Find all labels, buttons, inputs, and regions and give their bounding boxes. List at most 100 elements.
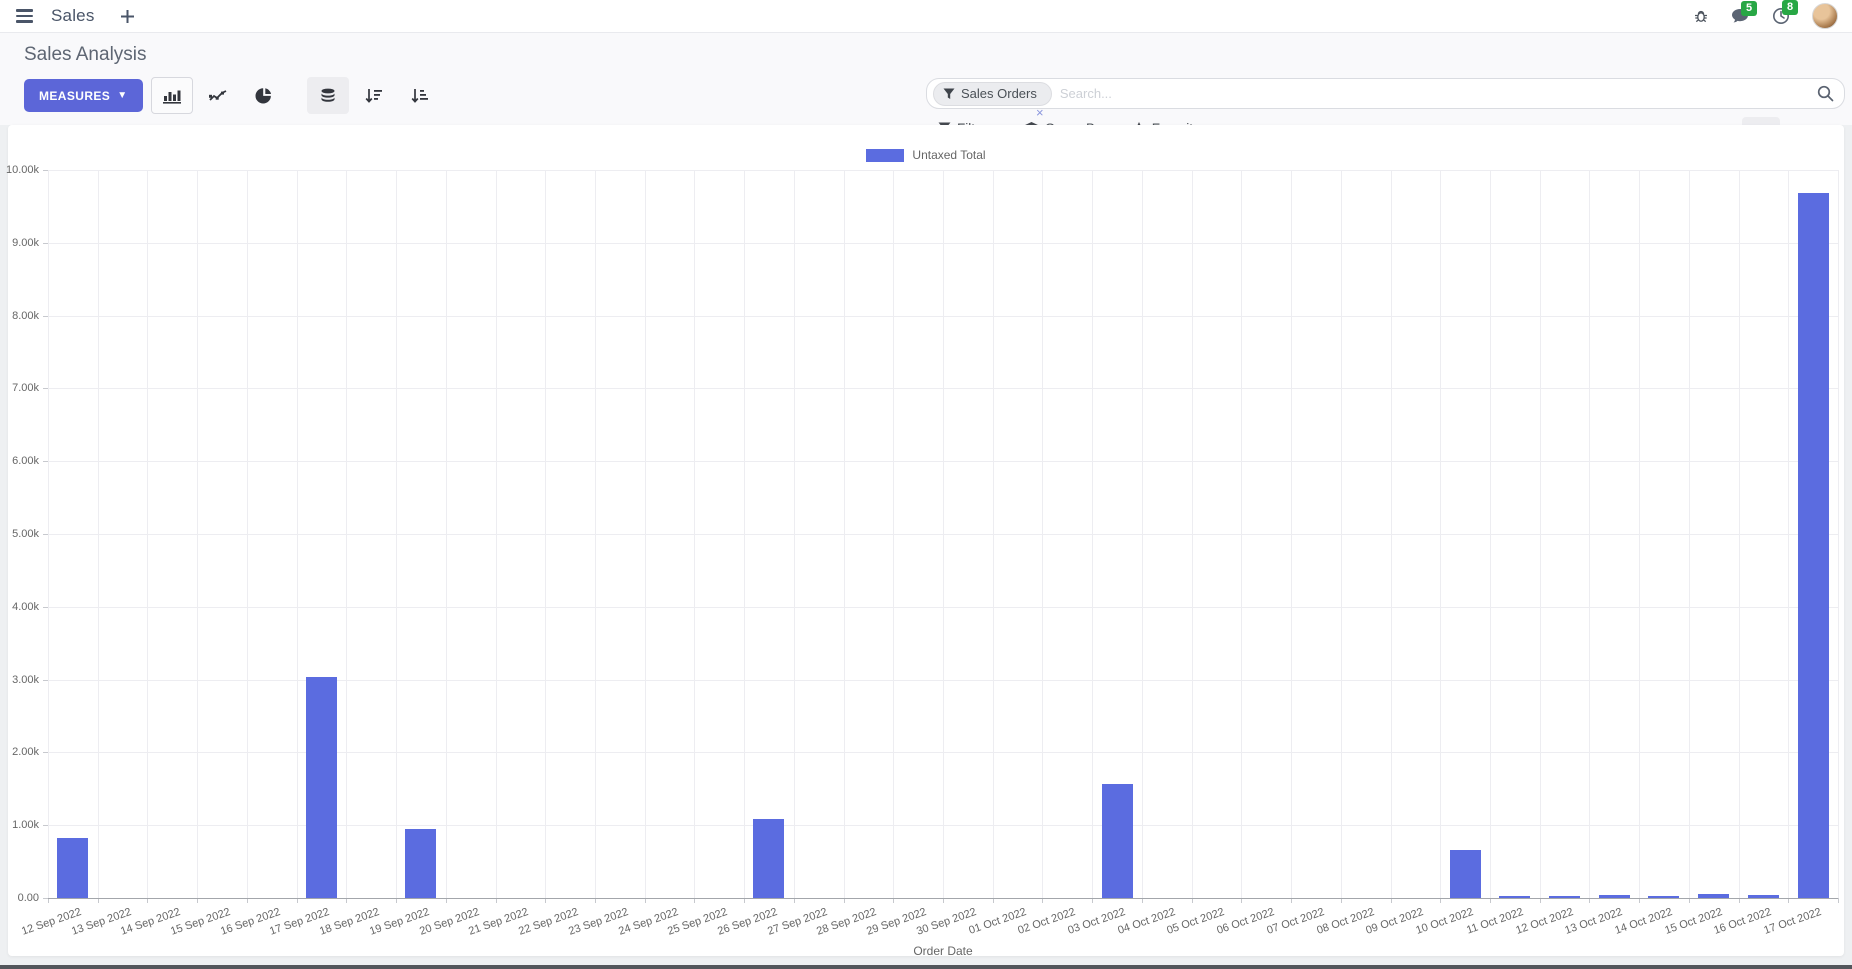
chart-bar[interactable]: [753, 818, 785, 898]
chart-bar[interactable]: [1648, 895, 1680, 898]
gridline: [594, 170, 596, 898]
activities-clock-icon[interactable]: 8: [1772, 0, 1798, 25]
chart-bar[interactable]: [1797, 193, 1829, 898]
x-tick-mark: [1440, 898, 1442, 903]
x-tick-mark: [495, 898, 497, 903]
window-bottom-edge: [0, 965, 1852, 969]
sort-descending-button[interactable]: [353, 77, 395, 114]
gridline: [1489, 170, 1491, 898]
x-tick-label: 17 Oct 2022: [1762, 906, 1824, 937]
x-tick-mark: [147, 898, 149, 903]
y-tick-label: 4.00k: [12, 600, 39, 613]
x-tick-mark: [1688, 898, 1690, 903]
x-tick-mark: [1539, 898, 1541, 903]
line-chart-icon: [208, 90, 226, 101]
chart-bar[interactable]: [57, 837, 89, 898]
gridline: [744, 170, 746, 898]
measures-button[interactable]: MEASURES ▼: [24, 79, 143, 112]
facet-remove-icon[interactable]: ×: [1036, 105, 1044, 120]
chart-bar[interactable]: [405, 828, 437, 898]
messages-badge: 5: [1741, 0, 1757, 16]
x-tick-mark: [1639, 898, 1641, 903]
chart-bar[interactable]: [305, 677, 337, 898]
y-tick-mark: [43, 170, 48, 171]
app-name[interactable]: Sales: [51, 6, 95, 25]
debug-bug-icon[interactable]: [1693, 8, 1709, 24]
sort-ascending-icon: [411, 88, 429, 103]
gridline: [1191, 170, 1193, 898]
gridline: [1340, 170, 1342, 898]
x-tick-mark: [1738, 898, 1740, 903]
search-input[interactable]: [1051, 86, 1817, 101]
x-tick-mark: [1191, 898, 1193, 903]
filter-funnel-icon: [943, 88, 955, 99]
search-facet-sales-orders[interactable]: Sales Orders: [933, 81, 1052, 106]
sort-ascending-button[interactable]: [399, 77, 441, 114]
x-tick-mark: [1390, 898, 1392, 903]
y-tick-mark: [43, 534, 48, 535]
gridline: [793, 170, 795, 898]
chart-bar[interactable]: [1698, 894, 1730, 898]
gridline: [1092, 170, 1094, 898]
pie-chart-view-button[interactable]: [243, 77, 285, 114]
gridline: [992, 170, 994, 898]
chart-bar[interactable]: [1747, 895, 1779, 898]
new-tab-plus-icon[interactable]: [120, 9, 134, 23]
y-tick-mark: [43, 679, 48, 681]
gridline: [445, 170, 447, 898]
x-tick-mark: [893, 898, 895, 903]
activities-badge: 8: [1782, 0, 1798, 15]
stacked-toggle-button[interactable]: [306, 77, 349, 114]
chart-card: Untaxed Total 10.00k 9.00k 8.00k 7.00k 6.00k…: [6, 125, 1844, 958]
x-axis-line: [48, 898, 1838, 899]
bar-chart-view-button[interactable]: [150, 77, 193, 114]
search-bar[interactable]: Sales Orders ×: [926, 78, 1845, 119]
y-tick-label: 6.00k: [12, 455, 39, 468]
gridline: [1639, 170, 1641, 898]
chart-bar[interactable]: [1598, 894, 1630, 898]
chart-bar[interactable]: [1549, 895, 1581, 898]
y-tick-mark: [43, 242, 48, 244]
gridline: [545, 170, 547, 898]
apps-menu-icon[interactable]: [14, 7, 35, 25]
x-tick-mark: [1788, 898, 1790, 903]
line-chart-view-button[interactable]: [197, 77, 239, 114]
x-tick-mark: [694, 898, 696, 903]
gridline: [147, 170, 149, 898]
bar-chart-plot: 10.00k 9.00k 8.00k 7.00k 6.00k 5.00k 4.00k 3.00…: [6, 164, 1839, 938]
gridline: [296, 170, 298, 898]
x-tick-mark: [545, 898, 547, 903]
caret-down-icon: ▼: [117, 90, 128, 101]
chart-bar[interactable]: [1101, 784, 1133, 898]
x-axis-title: Order Date: [913, 944, 973, 958]
x-tick-mark: [1241, 898, 1243, 903]
chart-bar[interactable]: [1499, 896, 1531, 898]
messages-icon[interactable]: 5: [1731, 0, 1757, 25]
top-navbar: Sales 5 8: [0, 0, 1852, 33]
x-tick-mark: [1141, 898, 1143, 903]
y-tick-label: 3.00k: [12, 673, 39, 686]
search-icon[interactable]: [1817, 85, 1834, 102]
y-tick-label: 0.00: [17, 892, 39, 904]
x-tick-mark: [97, 898, 99, 903]
x-tick-mark: [1042, 898, 1044, 903]
x-tick-mark: [744, 898, 746, 903]
chart-bar[interactable]: [1449, 849, 1481, 898]
user-avatar[interactable]: [1812, 3, 1838, 29]
gridline: [1291, 170, 1293, 898]
gridline: [495, 170, 497, 898]
facet-label: Sales Orders: [961, 86, 1037, 101]
gridline: [1440, 170, 1442, 898]
page-title: Sales Analysis: [24, 44, 147, 65]
legend-item[interactable]: Untaxed Total: [8, 148, 1844, 162]
y-tick-label: 7.00k: [12, 382, 39, 395]
gridline: [694, 170, 696, 898]
gridline: [346, 170, 348, 898]
x-tick-mark: [793, 898, 795, 903]
bar-chart-icon: [162, 90, 181, 104]
x-tick-mark: [396, 898, 398, 903]
x-tick-mark: [197, 898, 199, 903]
gridline: [644, 170, 646, 898]
gridline: [1838, 170, 1839, 898]
gridline: [1688, 170, 1690, 898]
